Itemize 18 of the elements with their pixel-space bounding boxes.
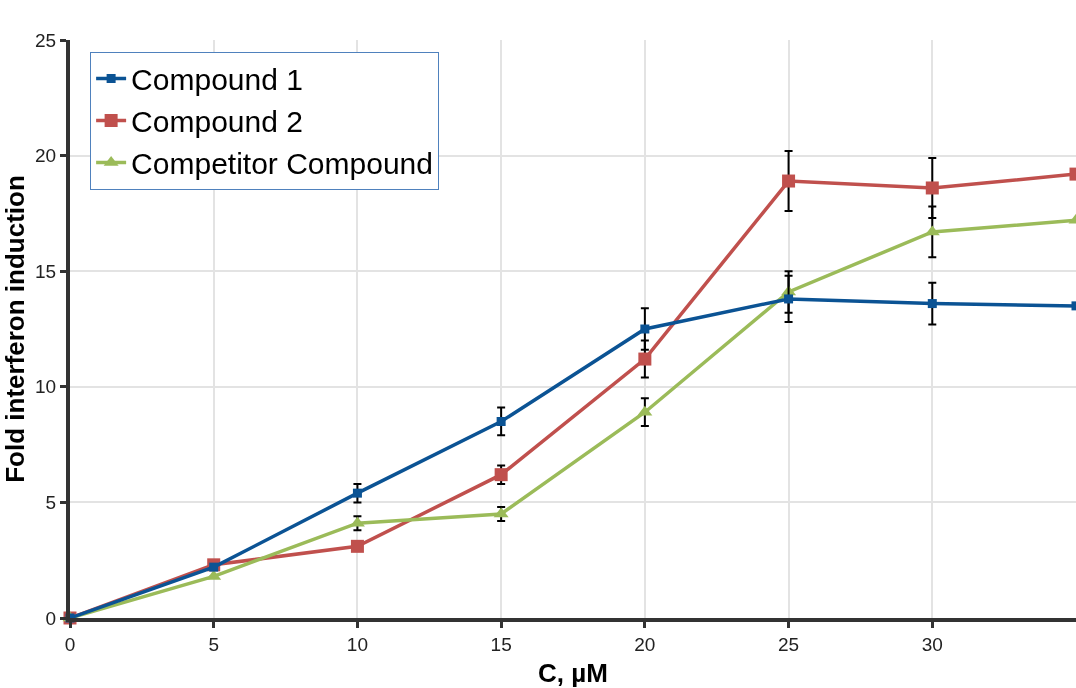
x-tick-label: 20 — [634, 633, 656, 655]
y-tick-label: 15 — [35, 260, 57, 282]
x-tick-label: 5 — [208, 633, 219, 655]
legend-label: Compound 2 — [131, 105, 303, 139]
legend-label: Competitor Compound — [131, 147, 433, 181]
y-tick-label: 5 — [45, 492, 57, 514]
y-tick-label: 10 — [35, 376, 57, 398]
y-tick-label: 0 — [45, 607, 57, 629]
y-tick-label: 20 — [35, 145, 57, 167]
x-axis-title: C, µM — [538, 658, 608, 688]
y-tick-label: 25 — [35, 29, 57, 51]
x-tick-label: 30 — [921, 633, 943, 655]
y-axis-title: Fold interferon induction — [0, 175, 30, 483]
x-tick-label: 15 — [490, 633, 512, 655]
x-tick-label: 10 — [346, 633, 368, 655]
x-tick-label: 0 — [64, 633, 76, 655]
x-tick-label: 25 — [778, 633, 800, 655]
legend-label: Compound 1 — [131, 63, 303, 97]
